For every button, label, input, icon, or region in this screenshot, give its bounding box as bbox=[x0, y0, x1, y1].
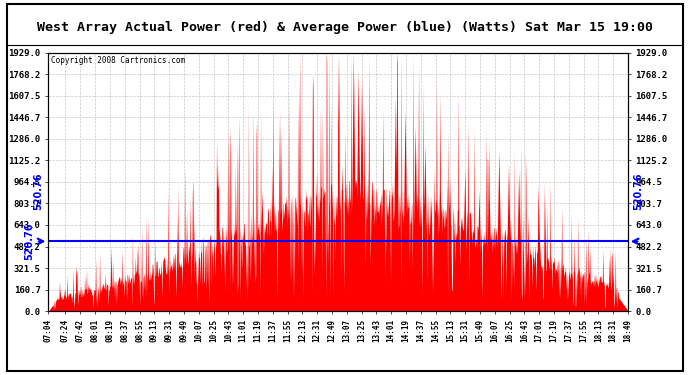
Text: 520.76: 520.76 bbox=[633, 172, 643, 210]
Text: 520.76: 520.76 bbox=[24, 223, 34, 260]
Text: 520.76: 520.76 bbox=[33, 172, 43, 210]
Text: Copyright 2008 Cartronics.com: Copyright 2008 Cartronics.com bbox=[51, 56, 186, 65]
Text: West Array Actual Power (red) & Average Power (blue) (Watts) Sat Mar 15 19:00: West Array Actual Power (red) & Average … bbox=[37, 21, 653, 34]
